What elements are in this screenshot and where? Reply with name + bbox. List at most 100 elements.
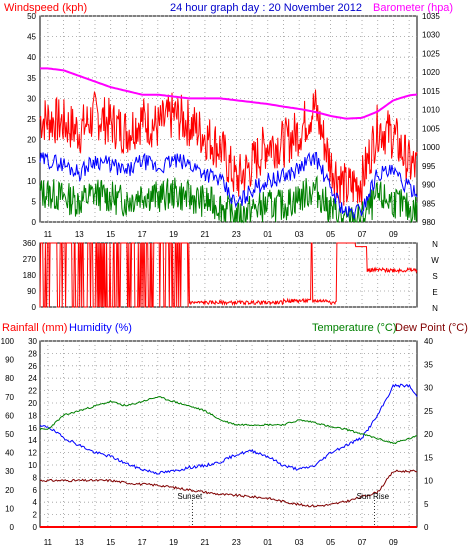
humidity-label: Humidity (%) <box>69 322 132 334</box>
humidity-series <box>39 383 418 475</box>
humidity-tick-label: 12 <box>28 449 37 458</box>
wind-tick-label: 25 <box>27 115 36 124</box>
direction-tick-label: 270 <box>23 255 37 264</box>
barometer-label: Barometer (hpa) <box>373 2 453 14</box>
temperature-panel: Rainfall (mm) Humidity (%) Temperature (… <box>1 322 468 532</box>
wind-tick-label: 10 <box>27 177 36 186</box>
rain-tick-label: 90 <box>5 356 14 365</box>
compass-label: N <box>432 304 438 313</box>
humidity-tick-label: 4 <box>33 498 38 507</box>
x-tick-label-top: 01 <box>263 230 272 239</box>
direction-tick-label: 0 <box>32 303 37 312</box>
direction-tick-label: 180 <box>23 271 37 280</box>
baro-tick-label: 1035 <box>422 12 440 21</box>
x-tick-label-top: 09 <box>389 230 398 239</box>
baro-tick-label: 1030 <box>422 31 440 40</box>
baro-tick-label: 1020 <box>422 68 440 77</box>
humidity-tick-label: 6 <box>33 486 38 495</box>
humidity-tick-label: 2 <box>33 511 38 520</box>
barometer-series <box>40 67 418 120</box>
x-tick-label-bottom: 15 <box>106 538 115 547</box>
rain-tick-label: 60 <box>5 411 14 420</box>
direction-tick-label: 90 <box>27 287 36 296</box>
humidity-tick-label: 28 <box>28 349 37 358</box>
low-series <box>39 175 418 224</box>
humidity-tick-label: 14 <box>28 436 37 445</box>
rain-tick-label: 50 <box>5 430 14 439</box>
baro-tick-label: 985 <box>422 199 436 208</box>
humidity-tick-label: 26 <box>28 362 37 371</box>
x-tick-label-top: 23 <box>232 230 241 239</box>
temp-tick-label: 0 <box>424 523 429 532</box>
humidity-tick-label: 0 <box>33 523 38 532</box>
temp-tick-label: 5 <box>424 500 429 509</box>
x-tick-label-bottom: 11 <box>44 538 53 547</box>
temp-tick-label: 15 <box>424 453 433 462</box>
wind-tick-label: 0 <box>32 218 37 227</box>
wind-tick-label: 35 <box>27 74 36 83</box>
x-tick-label-bottom: 13 <box>75 538 84 547</box>
graph-title: 24 hour graph day : 20 November 2012 <box>170 2 362 14</box>
humidity-tick-label: 20 <box>28 399 37 408</box>
wind-tick-label: 45 <box>27 33 36 42</box>
baro-tick-label: 990 <box>422 181 436 190</box>
baro-tick-label: 980 <box>422 218 436 227</box>
x-tick-label-top: 05 <box>326 230 335 239</box>
direction-tick-label: 360 <box>23 239 37 248</box>
sunrise-annotation: Sun Rise <box>357 492 390 501</box>
dewpoint-label: Dew Point (°C) <box>395 322 468 334</box>
temp-tick-label: 20 <box>424 430 433 439</box>
x-tick-label-bottom: 01 <box>263 538 272 547</box>
wind-panel: 0510152025303540455098098599099510001005… <box>27 12 440 227</box>
compass-label: W <box>431 256 439 265</box>
humidity-tick-label: 8 <box>33 473 38 482</box>
wind-tick-label: 40 <box>27 53 36 62</box>
x-tick-label-bottom: 17 <box>138 538 147 547</box>
x-tick-label-bottom: 09 <box>389 538 398 547</box>
baro-tick-label: 1025 <box>422 49 440 58</box>
rain-tick-label: 100 <box>1 337 15 346</box>
gust-series <box>39 89 418 206</box>
humidity-tick-label: 24 <box>28 374 37 383</box>
direction-series <box>39 242 418 308</box>
baro-tick-label: 1015 <box>422 87 440 96</box>
x-tick-label-top: 07 <box>358 230 367 239</box>
x-tick-label-top: 11 <box>44 230 53 239</box>
baro-tick-label: 1005 <box>422 124 440 133</box>
baro-tick-label: 995 <box>422 162 436 171</box>
rain-tick-label: 70 <box>5 393 14 402</box>
compass-label: S <box>432 272 437 281</box>
temp-tick-label: 40 <box>424 337 433 346</box>
x-tick-label-top: 03 <box>295 230 304 239</box>
compass-label: N <box>432 240 438 249</box>
humidity-tick-label: 22 <box>28 387 37 396</box>
avg-series <box>39 151 418 220</box>
temperature-series <box>39 396 418 445</box>
wind-tick-label: 5 <box>32 197 37 206</box>
x-tick-label-bottom: 21 <box>200 538 209 547</box>
wind-tick-label: 20 <box>27 136 36 145</box>
dewpoint-series <box>39 469 418 508</box>
x-tick-label-bottom: 03 <box>295 538 304 547</box>
windspeed-label: Windspeed (kph) <box>4 2 87 14</box>
rainfall-label: Rainfall (mm) <box>2 322 67 334</box>
temp-tick-label: 30 <box>424 384 433 393</box>
rain-tick-label: 20 <box>5 486 14 495</box>
compass-label: E <box>432 288 437 297</box>
rain-tick-label: 30 <box>5 467 14 476</box>
humidity-tick-label: 16 <box>28 424 37 433</box>
baro-tick-label: 1010 <box>422 106 440 115</box>
rain-tick-label: 0 <box>10 523 15 532</box>
rain-tick-label: 10 <box>5 504 14 513</box>
humidity-tick-label: 30 <box>28 337 37 346</box>
temp-tick-label: 10 <box>424 477 433 486</box>
temp-tick-label: 35 <box>424 360 433 369</box>
wind-tick-label: 15 <box>27 156 36 165</box>
baro-tick-label: 1000 <box>422 143 440 152</box>
x-tick-label-top: 19 <box>169 230 178 239</box>
wind-tick-label: 30 <box>27 94 36 103</box>
x-tick-label-bottom: 19 <box>169 538 178 547</box>
